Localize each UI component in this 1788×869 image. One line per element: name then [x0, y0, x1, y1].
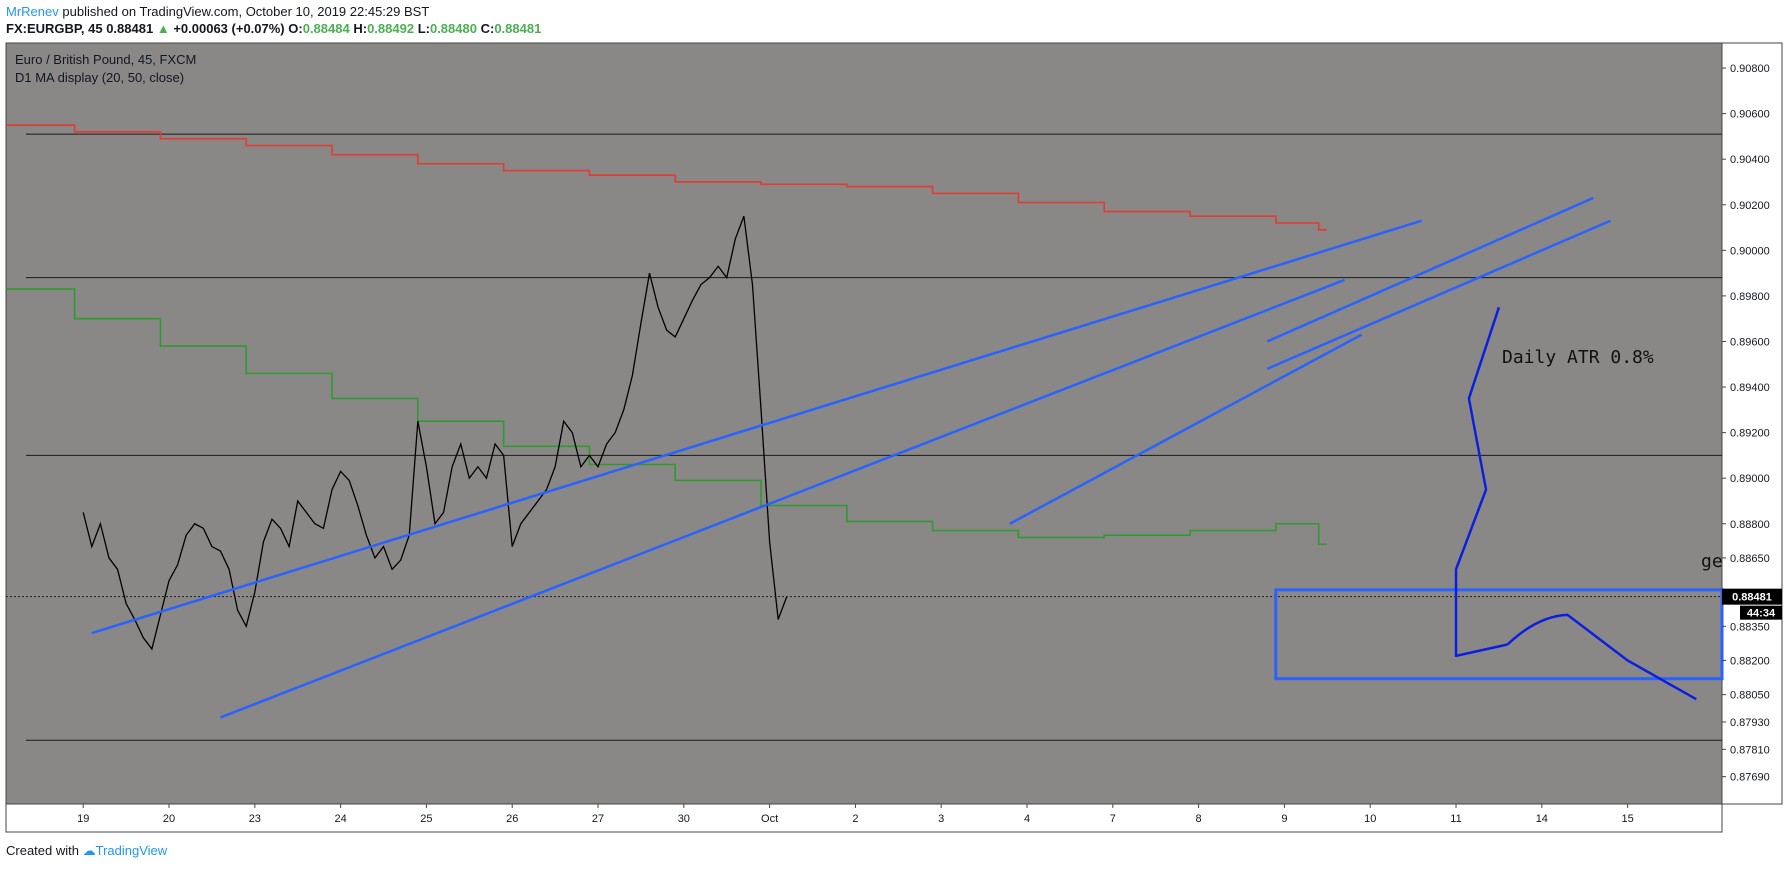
partial-annotation[interactable]: ge	[1701, 551, 1723, 572]
x-tick-label: 19	[77, 813, 89, 825]
last-price: 0.88481	[106, 21, 154, 36]
y-tick-label: 0.89000	[1730, 473, 1770, 485]
x-tick-label: 3	[938, 813, 944, 825]
bar-countdown: 44:34	[1747, 608, 1776, 620]
price-series-line	[82, 215, 788, 651]
author-link[interactable]: MrRenev	[6, 4, 59, 19]
x-tick-label: 9	[1281, 813, 1287, 825]
profile-curve[interactable]	[1454, 306, 1508, 658]
chart-header: MrRenev published on TradingView.com, Oc…	[6, 3, 541, 37]
y-tick-label: 0.90200	[1730, 200, 1770, 212]
trendline[interactable]	[220, 278, 1345, 719]
atr-annotation[interactable]: Daily ATR 0.8%	[1502, 347, 1654, 368]
x-tick-label: 27	[592, 813, 604, 825]
trendline[interactable]	[1266, 219, 1611, 370]
trendline[interactable]	[91, 219, 1423, 635]
x-tick-label: 23	[249, 813, 261, 825]
x-tick-label: 30	[678, 813, 690, 825]
y-tick-label: 0.88650	[1730, 553, 1770, 565]
publish-info: published on TradingView.com, October 10…	[62, 4, 430, 19]
low-label: L:	[417, 21, 430, 36]
current-price-tag: 0.88481 44:34	[1722, 588, 1782, 620]
y-tick-label: 0.89800	[1730, 291, 1770, 303]
x-tick-label: 25	[420, 813, 432, 825]
x-tick-label: 24	[334, 813, 346, 825]
ma-20-line	[6, 124, 1327, 231]
high-label: H:	[353, 21, 368, 36]
x-tick-label: 15	[1621, 813, 1633, 825]
up-arrow-icon: ▲	[156, 21, 170, 36]
close-value: 0.88481	[494, 21, 542, 36]
y-tick-label: 0.87690	[1730, 772, 1770, 784]
open-value: 0.88484	[302, 21, 350, 36]
close-label: C:	[480, 21, 495, 36]
y-tick-label: 0.89400	[1730, 382, 1770, 394]
y-tick-label: 0.87930	[1730, 717, 1770, 729]
created-with-label: Created with	[6, 843, 79, 858]
y-tick-label: 0.90400	[1730, 154, 1770, 166]
y-tick-label: 0.88350	[1730, 621, 1770, 633]
tradingview-brand[interactable]: TradingView	[95, 843, 168, 858]
indicator-legend: D1 MA display (20, 50, close)	[15, 70, 184, 85]
y-tick-label: 0.88050	[1730, 690, 1770, 702]
footer: Created with ☁TradingView	[6, 843, 167, 859]
y-tick-label: 0.88200	[1730, 655, 1770, 667]
open-label: O:	[288, 21, 303, 36]
x-tick-label: 14	[1536, 813, 1548, 825]
support-box[interactable]	[1274, 588, 1724, 681]
x-tick-label: 26	[506, 813, 518, 825]
x-tick-label: 7	[1110, 813, 1116, 825]
chart-legend-title: Euro / British Pound, 45, FXCM	[15, 52, 196, 67]
y-tick-label: 0.90600	[1730, 109, 1770, 121]
high-value: 0.88492	[367, 21, 415, 36]
x-tick-label: 10	[1364, 813, 1376, 825]
x-tick-label: 8	[1196, 813, 1202, 825]
y-tick-label: 0.88800	[1730, 519, 1770, 531]
x-tick-label: 11	[1450, 813, 1461, 825]
trendline[interactable]	[1266, 196, 1594, 343]
price-change: +0.00063 (+0.07%)	[173, 21, 285, 36]
plot-area[interactable]	[5, 42, 1723, 805]
x-tick-label: 20	[163, 813, 175, 825]
ma-50-line	[6, 288, 1327, 546]
y-tick-label: 0.90000	[1730, 245, 1770, 257]
current-price-label: 0.88481	[1732, 592, 1772, 604]
y-tick-label: 0.89600	[1730, 336, 1770, 348]
price-projection-path[interactable]	[1506, 613, 1697, 701]
y-tick-label: 0.90800	[1730, 63, 1770, 75]
y-tick-label: 0.87810	[1730, 744, 1770, 756]
x-tick-label: Oct	[761, 813, 778, 825]
trendline[interactable]	[1009, 333, 1363, 525]
price-axis[interactable]	[1721, 42, 1783, 805]
tradingview-logo-icon[interactable]: ☁	[82, 843, 96, 858]
y-tick-label: 0.89200	[1730, 428, 1770, 440]
time-axis[interactable]	[5, 803, 1723, 833]
x-tick-label: 2	[852, 813, 858, 825]
symbol-label: FX:EURGBP, 45	[6, 21, 103, 36]
x-tick-label: 4	[1024, 813, 1030, 825]
low-value: 0.88480	[429, 21, 477, 36]
